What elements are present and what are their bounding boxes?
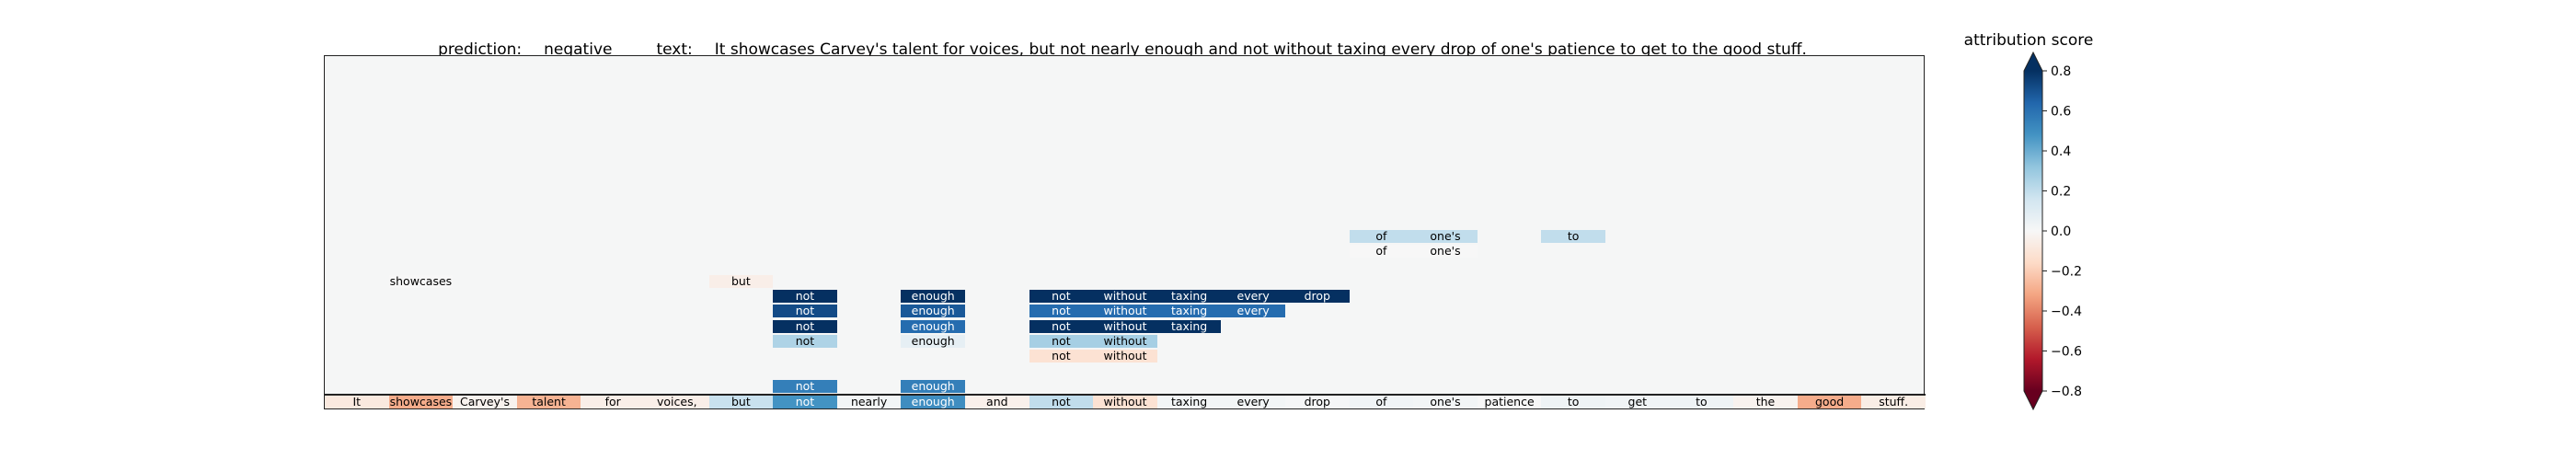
attribution-cell: not bbox=[1029, 305, 1094, 318]
token-cell: nearly bbox=[836, 396, 902, 408]
attribution-cell: not bbox=[773, 305, 837, 318]
token-cell: of bbox=[1349, 396, 1414, 408]
token-cell: not bbox=[773, 396, 837, 408]
token-cell: to bbox=[1669, 396, 1734, 408]
token-cell: good bbox=[1797, 396, 1862, 408]
chart-title: prediction: negative text: It showcases Car… bbox=[322, 40, 1923, 61]
token-cell: patience bbox=[1477, 396, 1542, 408]
token-cell: Carvey's bbox=[453, 396, 517, 408]
colorbar-tick-label: 0.0 bbox=[2051, 224, 2071, 239]
prediction-value: negative bbox=[544, 40, 613, 59]
heatmap-plot-area: It showcases Carvey's talent for voices, but no… bbox=[324, 55, 1926, 409]
attribution-cell: without bbox=[1093, 305, 1157, 318]
attribution-cell: enough bbox=[901, 305, 965, 318]
token-cell: It bbox=[325, 396, 389, 408]
attribution-cell: taxing bbox=[1156, 305, 1222, 318]
token-cell: without bbox=[1093, 396, 1157, 408]
token-cell: to bbox=[1541, 396, 1605, 408]
colorbar-gradient bbox=[2024, 71, 2042, 391]
attribution-cell: not bbox=[1029, 334, 1094, 348]
token-cell: drop bbox=[1285, 396, 1350, 408]
attribution-cell: without bbox=[1093, 350, 1157, 363]
token-cell: the bbox=[1733, 396, 1798, 408]
attribution-cell: without bbox=[1093, 334, 1157, 348]
attribution-cell: of bbox=[1349, 245, 1414, 258]
attribution-cell: enough bbox=[901, 334, 965, 348]
attribution-cell: showcases bbox=[388, 274, 454, 288]
attribution-cell: not bbox=[773, 289, 837, 303]
colorbar-extend-max bbox=[2024, 52, 2042, 71]
token-row-border bbox=[325, 394, 1926, 396]
token-cell: and bbox=[965, 396, 1029, 408]
attribution-cell: not bbox=[1029, 319, 1094, 333]
token-cell: get bbox=[1605, 396, 1670, 408]
attribution-cell: taxing bbox=[1156, 319, 1222, 333]
colorbar: 0.8 0.6 0.4 0.2 0.0 −0.2 −0.4 −0.6 −0.8 bbox=[2023, 51, 2082, 411]
colorbar-tick-label: 0.2 bbox=[2051, 185, 2071, 200]
text-value: It showcases Carvey's talent for voices,… bbox=[714, 40, 1807, 59]
attribution-cell: enough bbox=[901, 319, 965, 333]
token-cell: enough bbox=[901, 396, 965, 408]
attribution-cell: one's bbox=[1413, 229, 1478, 243]
attribution-cell: not bbox=[1029, 350, 1094, 363]
token-cell: for bbox=[581, 396, 645, 408]
token-cell: voices, bbox=[645, 396, 709, 408]
colorbar-tick-label: −0.6 bbox=[2051, 345, 2082, 360]
token-cell: showcases bbox=[388, 396, 454, 408]
token-cell: stuff. bbox=[1861, 396, 1926, 408]
colorbar-title: attribution score bbox=[1963, 31, 2094, 50]
colorbar-tick-label: −0.8 bbox=[2051, 385, 2082, 399]
token-cell: one's bbox=[1413, 396, 1478, 408]
token-cell: talent bbox=[516, 396, 581, 408]
attribution-cell: enough bbox=[901, 379, 965, 393]
attribution-cell: drop bbox=[1285, 289, 1350, 303]
attribution-cell: not bbox=[773, 379, 837, 393]
colorbar-tick-label: 0.6 bbox=[2051, 105, 2071, 120]
colorbar-tick-label: 0.8 bbox=[2051, 64, 2071, 79]
attribution-cell: every bbox=[1221, 289, 1285, 303]
attribution-cell: every bbox=[1221, 305, 1285, 318]
colorbar-tick-label: −0.4 bbox=[2051, 305, 2082, 319]
attribution-cell: without bbox=[1093, 319, 1157, 333]
attribution-cell: taxing bbox=[1156, 289, 1222, 303]
attribution-cell: not bbox=[773, 319, 837, 333]
attribution-cell: of bbox=[1349, 229, 1414, 243]
colorbar-tick-label: 0.4 bbox=[2051, 144, 2071, 159]
attribution-cell: not bbox=[773, 334, 837, 348]
attribution-cell: without bbox=[1093, 289, 1157, 303]
attribution-cell: enough bbox=[901, 289, 965, 303]
token-cell: taxing bbox=[1156, 396, 1222, 408]
attribution-cell: to bbox=[1541, 229, 1605, 243]
token-cell: but bbox=[708, 396, 774, 408]
colorbar-tick-label: −0.2 bbox=[2051, 265, 2082, 280]
text-label: text: bbox=[656, 40, 693, 59]
colorbar-extend-min bbox=[2024, 391, 2042, 409]
token-cell: not bbox=[1029, 396, 1094, 408]
attribution-cell: but bbox=[708, 274, 774, 288]
prediction-label: prediction: bbox=[438, 40, 523, 59]
attribution-cell: not bbox=[1029, 289, 1094, 303]
attribution-cell: one's bbox=[1413, 245, 1478, 258]
token-cell: every bbox=[1221, 396, 1285, 408]
